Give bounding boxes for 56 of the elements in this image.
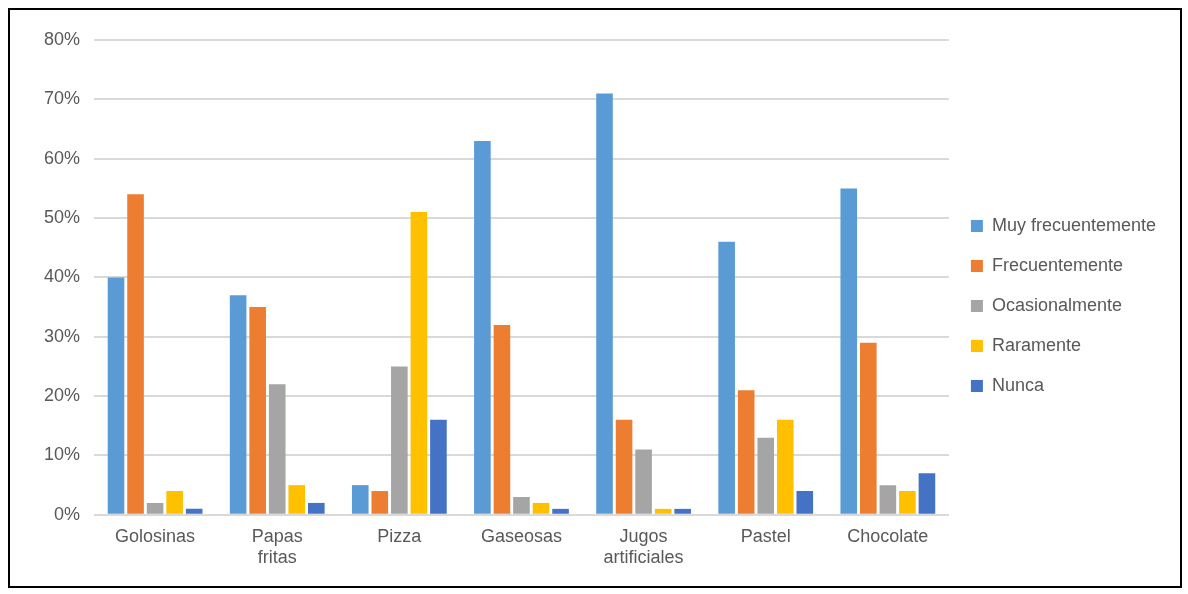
bar <box>718 241 735 514</box>
bar <box>410 212 428 514</box>
y-tick-label: 60% <box>44 147 81 168</box>
y-tick-label: 40% <box>44 266 81 287</box>
y-tick-label: 0% <box>54 503 81 524</box>
y-tick-label: 70% <box>44 88 81 109</box>
legend-label: Frecuentemente <box>991 254 1123 275</box>
legend-label: Nunca <box>991 374 1045 395</box>
bar <box>127 194 144 514</box>
x-tick-label: Jugos artificiales <box>603 525 684 568</box>
bar <box>596 93 613 514</box>
y-tick-label: 10% <box>44 444 81 465</box>
bar <box>351 485 369 514</box>
bar <box>513 497 530 514</box>
x-tick-label: Chocolate <box>847 525 929 546</box>
bar <box>860 342 877 514</box>
bar <box>776 419 794 514</box>
legend-label: Raramente <box>991 334 1081 355</box>
bar <box>615 419 633 514</box>
bar <box>371 491 389 514</box>
bar <box>796 491 814 514</box>
bar <box>840 188 858 514</box>
bar <box>307 502 325 514</box>
y-tick-label: 50% <box>44 207 81 228</box>
bar <box>391 366 408 514</box>
bar <box>635 449 652 514</box>
bar <box>674 508 691 514</box>
bar <box>229 295 247 514</box>
bar <box>532 502 550 514</box>
y-tick-label: 80% <box>44 28 81 49</box>
bar <box>146 502 164 514</box>
legend-label: Muy frecuentemente <box>991 214 1157 235</box>
bar <box>654 508 672 514</box>
bar <box>288 485 306 514</box>
x-tick-label: Gaseosas <box>480 525 562 546</box>
bar <box>918 473 936 514</box>
bar <box>430 419 447 514</box>
legend-label: Ocasionalmente <box>991 294 1122 315</box>
bar <box>737 390 755 514</box>
bar <box>166 491 183 514</box>
bar <box>493 324 511 514</box>
y-tick-label: 30% <box>44 325 81 346</box>
bar <box>107 277 125 514</box>
bar <box>879 485 897 514</box>
bar <box>474 140 491 514</box>
x-tick-label: Golosinas <box>115 525 196 546</box>
bar <box>268 384 286 514</box>
x-tick-label: Papas fritas <box>251 525 303 568</box>
bar <box>185 508 203 514</box>
bar <box>552 508 569 514</box>
x-tick-label: Pizza <box>377 525 423 546</box>
y-tick-label: 20% <box>44 385 81 406</box>
bar <box>757 437 775 514</box>
bar <box>899 491 916 514</box>
x-tick-label: Pastel <box>740 525 791 546</box>
bar <box>249 307 266 514</box>
